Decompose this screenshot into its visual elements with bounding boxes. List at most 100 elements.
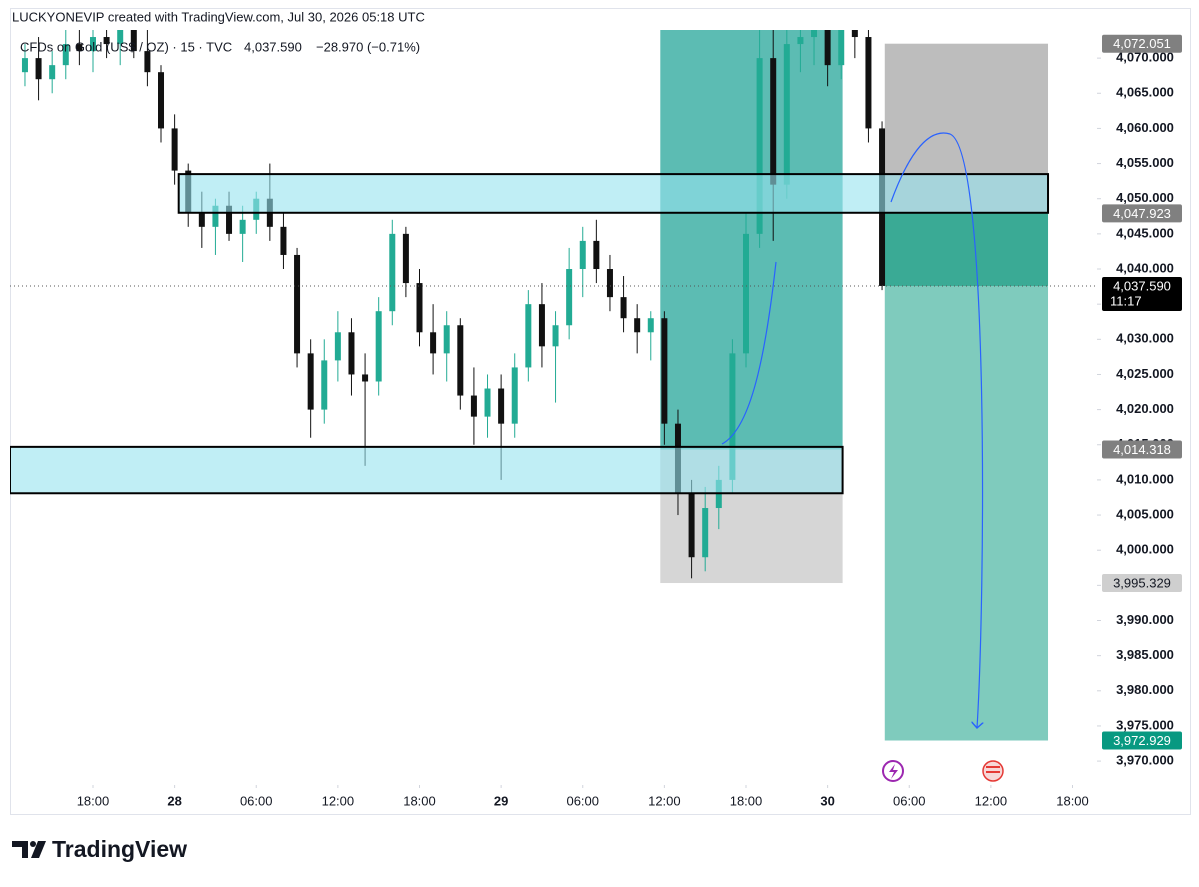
x-tick-label: 18:00 xyxy=(403,793,436,808)
candle-body xyxy=(321,360,328,410)
candle-body xyxy=(35,58,42,80)
candle-body xyxy=(226,205,233,234)
candle-body xyxy=(389,233,396,312)
candle-body xyxy=(811,30,818,38)
last-value: 4,037.590 xyxy=(244,39,302,54)
projection-arrow xyxy=(890,132,983,728)
candle-body xyxy=(729,353,736,480)
brand-logo: TradingView xyxy=(12,836,187,862)
event-icon xyxy=(986,771,1000,773)
long-profit-zone xyxy=(660,30,843,450)
supply-demand-zone xyxy=(177,173,1050,214)
candle-body xyxy=(171,128,178,171)
candle-body xyxy=(457,325,464,396)
candle-body xyxy=(770,58,777,185)
candle-body xyxy=(375,311,382,382)
event-icon xyxy=(889,764,898,779)
stop-badge-label: 3,995.329 xyxy=(1113,575,1171,590)
x-tick-label: 28 xyxy=(167,793,181,808)
x-tick-label: 18:00 xyxy=(77,793,110,808)
x-tick-label: 06:00 xyxy=(240,793,273,808)
symbol: CFDs on Gold (US$ / OZ) · 15 · TVC xyxy=(20,39,232,54)
y-tick-label: 4,005.000 xyxy=(1116,506,1174,521)
stop-badge-label: 4,072.051 xyxy=(1113,36,1171,51)
candle-body xyxy=(416,283,423,333)
candle-body xyxy=(593,240,600,270)
candle-body xyxy=(130,30,137,52)
y-tick-label: 4,040.000 xyxy=(1116,260,1174,275)
candle-body xyxy=(62,44,69,66)
logo-icon xyxy=(31,841,46,858)
candle-body xyxy=(824,30,831,66)
candle-body xyxy=(552,325,559,347)
candle-body xyxy=(498,388,505,424)
y-tick-label: 4,030.000 xyxy=(1116,331,1174,346)
countdown: 11:17 xyxy=(1110,293,1142,308)
y-tick-label: 3,980.000 xyxy=(1116,682,1174,697)
y-tick-label: 4,060.000 xyxy=(1116,120,1174,135)
candle-body xyxy=(865,37,872,129)
stop-badge xyxy=(1102,574,1182,593)
candle-body xyxy=(661,318,668,424)
y-tick-label: 4,000.000 xyxy=(1116,542,1174,557)
brand-name: TradingView xyxy=(52,836,187,862)
candle-body xyxy=(158,72,165,129)
event-icon xyxy=(986,766,1000,768)
candle-body xyxy=(144,51,151,73)
candle-body xyxy=(103,37,110,45)
y-tick-label: 4,055.000 xyxy=(1116,155,1174,170)
candle-body xyxy=(838,30,845,66)
y-tick-label: 4,065.000 xyxy=(1116,85,1174,100)
candle-body xyxy=(620,297,627,319)
x-tick-label: 12:00 xyxy=(648,793,681,808)
candle-body xyxy=(362,374,369,382)
candle-body xyxy=(294,254,301,354)
x-tick-label: 06:00 xyxy=(893,793,926,808)
candle-body xyxy=(634,318,641,333)
candle-body xyxy=(49,65,56,80)
x-tick-label: 18:00 xyxy=(1056,793,1089,808)
short-profit-zone xyxy=(884,213,1049,741)
candle-body xyxy=(688,493,695,558)
last-price-badge xyxy=(1102,276,1182,311)
candle-body xyxy=(117,30,124,45)
target-badge-label: 3,972.929 xyxy=(1113,733,1171,748)
candle-body xyxy=(484,388,491,417)
y-tick-label: 4,050.000 xyxy=(1116,190,1174,205)
candle-body xyxy=(334,332,341,361)
x-tick-label: 12:00 xyxy=(975,793,1008,808)
y-tick-label: 4,070.000 xyxy=(1116,50,1174,65)
candle-body xyxy=(430,332,437,354)
candle-body xyxy=(525,304,532,368)
time-axis: 18:00 28 06:00 12:00 18:00 29 06:00 12:00 18:00 3… xyxy=(77,785,1089,808)
candle-body xyxy=(21,58,28,73)
candle-body xyxy=(470,395,477,417)
logo-icon xyxy=(12,841,28,858)
candle-body xyxy=(702,508,709,558)
projection-arrow xyxy=(721,261,777,445)
y-tick-label: 4,025.000 xyxy=(1116,366,1174,381)
entry-badge xyxy=(1102,204,1182,223)
candle-body xyxy=(647,318,654,333)
stop-badge xyxy=(1102,34,1182,53)
entry-badge xyxy=(1102,440,1182,459)
change-value: −28.970 (−0.71%) xyxy=(316,39,420,54)
price-axis: 3,970.000 3,975.000 3,980.000 3,985.000 3,99… xyxy=(1097,34,1182,768)
candle-body xyxy=(212,205,219,227)
x-tick-label: 06:00 xyxy=(566,793,599,808)
header-title: LUCKYONEVIP created with TradingView.com… xyxy=(12,9,425,24)
candle-body xyxy=(606,269,613,298)
logo-icon xyxy=(30,841,36,847)
candle-body xyxy=(76,44,83,52)
x-tick-label: 29 xyxy=(494,793,508,808)
x-tick-label: 12:00 xyxy=(322,793,355,808)
y-tick-label: 4,045.000 xyxy=(1116,225,1174,240)
plot-area xyxy=(10,30,1097,741)
entry-badge-label: 4,014.318 xyxy=(1113,442,1171,457)
short-open-pnl xyxy=(884,213,1049,286)
candle-body xyxy=(538,304,545,347)
y-tick-label: 4,010.000 xyxy=(1116,471,1174,486)
candle-body xyxy=(511,367,518,424)
y-tick-label: 3,990.000 xyxy=(1116,612,1174,627)
target-badge xyxy=(1102,731,1182,750)
